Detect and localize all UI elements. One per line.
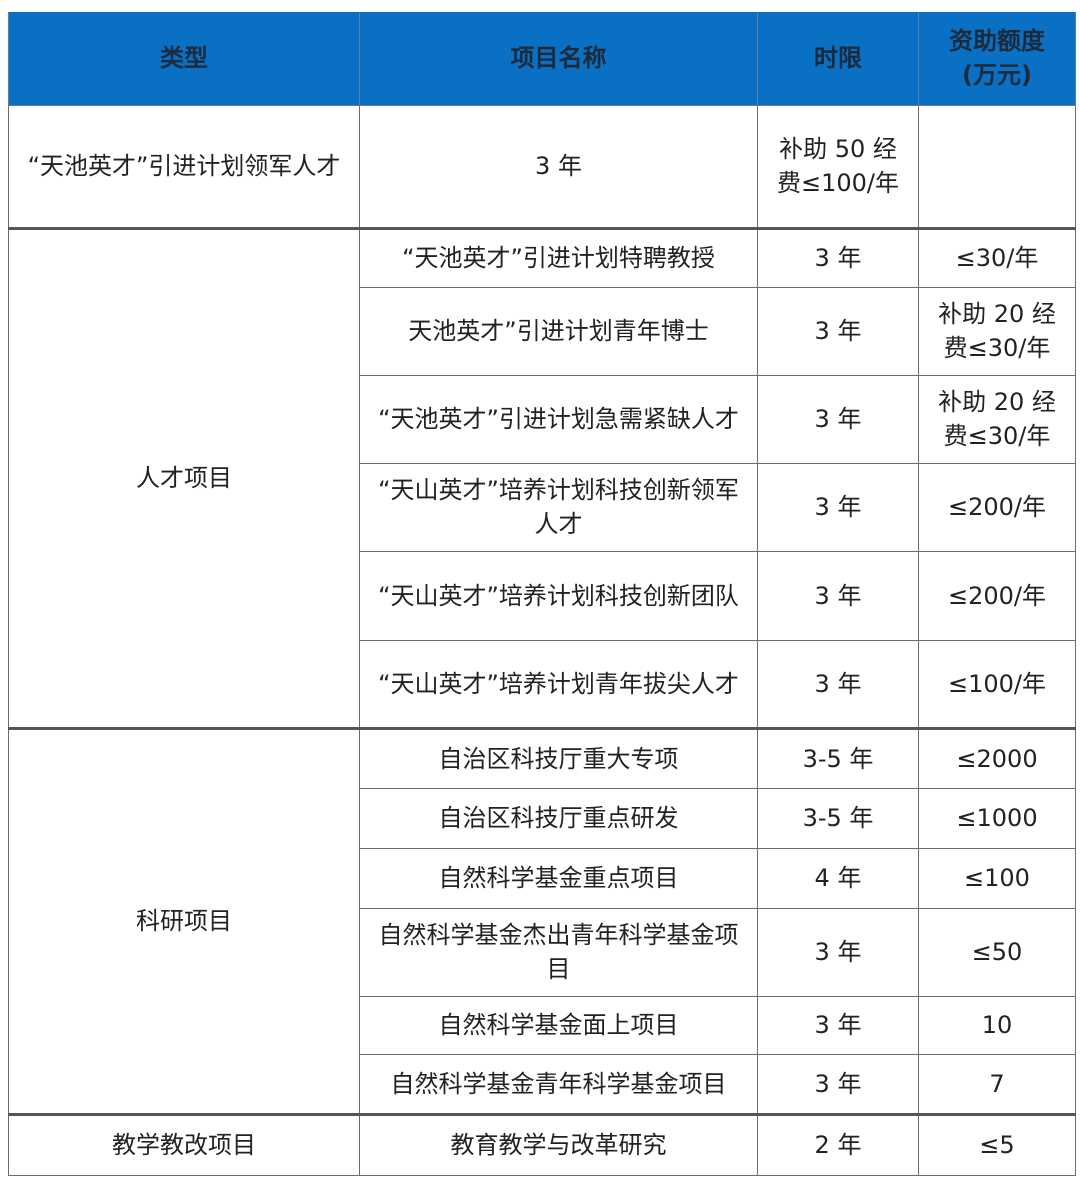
- table-row: “天池英才”引进计划急需紧缺人才 3 年补助 20 经费≤30/年: [9, 374, 1076, 464]
- cell-period: 3 年: [757, 639, 919, 729]
- cell-name: 自然科学基金重点项目: [359, 847, 758, 909]
- cell-period: 4 年: [757, 847, 919, 909]
- header-row: 类型 项目名称 时限 资助额度 (万元): [8, 12, 1076, 106]
- cell-amount: ≤50: [918, 907, 1076, 997]
- table-row: 天池英才”引进计划青年博士 3 年补助 20 经费≤30/年: [9, 286, 1076, 376]
- cell-name: 自然科学基金杰出青年科学基金项目: [359, 907, 758, 997]
- cell-period: 3-5 年: [757, 787, 919, 849]
- cell-amount: 补助 20 经费≤30/年: [918, 374, 1076, 464]
- cell-period: 3 年: [757, 226, 919, 288]
- cell-name: 3 年: [359, 104, 758, 229]
- cell-amount: ≤30/年: [918, 226, 1076, 288]
- cell-amount: 10: [918, 995, 1076, 1055]
- cell-amount: ≤5: [918, 1112, 1076, 1176]
- cell-period: 3 年: [757, 286, 919, 376]
- cell-type: “天池英才”引进计划领军人才: [8, 104, 360, 229]
- cell-name: “天山英才”培养计划青年拔尖人才: [359, 639, 758, 729]
- cell-type: 科研项目: [8, 726, 360, 1115]
- cell-amount: ≤1000: [918, 787, 1076, 849]
- cell-period: 3 年: [757, 907, 919, 997]
- header-period: 时限: [757, 12, 919, 106]
- cell-amount: 7: [918, 1053, 1076, 1115]
- cell-name: 自然科学基金青年科学基金项目: [359, 1053, 758, 1115]
- cell-name: “天池英才”引进计划特聘教授: [359, 226, 758, 288]
- cell-name: 自然科学基金面上项目: [359, 995, 758, 1055]
- cell-amount: ≤2000: [918, 726, 1076, 789]
- cell-name: “天池英才”引进计划急需紧缺人才: [359, 374, 758, 464]
- table-row: “天山英才”培养计划科技创新领军人才 3 年 ≤200/年: [9, 462, 1076, 552]
- cell-name: 教育教学与改革研究: [359, 1112, 758, 1176]
- cell-period: 3 年: [757, 462, 919, 552]
- cell-amount: ≤100: [918, 847, 1076, 909]
- header-name: 项目名称: [359, 12, 758, 106]
- cell-period: 3 年: [757, 1053, 919, 1115]
- cell-period: 2 年: [757, 1112, 919, 1176]
- cell-name: 自治区科技厅重点研发: [359, 787, 758, 849]
- cell-amount: ≤200/年: [918, 462, 1076, 552]
- header-type: 类型: [8, 12, 360, 106]
- cell-period: 补助 50 经费≤100/年: [757, 104, 919, 229]
- table-row: 自然科学基金重点项目 4 年 ≤100: [9, 847, 1076, 909]
- cell-type: 教学教改项目: [8, 1112, 360, 1176]
- header-amount: 资助额度 (万元): [918, 12, 1076, 106]
- table-row: 自然科学基金面上项目 3 年 10: [9, 995, 1076, 1055]
- cell-period: 3 年: [757, 550, 919, 641]
- cell-period: 3 年: [757, 995, 919, 1055]
- cell-name: 天池英才”引进计划青年博士: [359, 286, 758, 376]
- cell-type: 人才项目: [8, 226, 360, 729]
- cell-amount: ≤200/年: [918, 550, 1076, 641]
- table-row: 科研项目 自治区科技厅重大专项 3-5 年 ≤2000: [8, 726, 1076, 1115]
- table-row: 自然科学基金杰出青年科学基金项目 3 年 ≤50: [9, 907, 1076, 997]
- cell-amount: ≤100/年: [918, 639, 1076, 729]
- cell-name: “天山英才”培养计划科技创新领军人才: [359, 462, 758, 552]
- funding-table: 类型 项目名称 时限 资助额度 (万元) “天池英才”引进计划领军人才 3 年补助…: [8, 12, 1076, 1176]
- table-row: 自治区科技厅重点研发 3-5 年 ≤1000: [9, 787, 1076, 849]
- cell-period: 3 年: [757, 374, 919, 464]
- cell-amount: 补助 20 经费≤30/年: [918, 286, 1076, 376]
- cell-period: 3-5 年: [757, 726, 919, 789]
- cell-amount: [918, 104, 1076, 229]
- table-row: “天山英才”培养计划青年拔尖人才 3 年 ≤100/年: [9, 639, 1076, 729]
- table-row: “天池英才”引进计划领军人才 3 年补助 50 经费≤100/年: [8, 104, 1076, 229]
- cell-name: “天山英才”培养计划科技创新团队: [359, 550, 758, 641]
- cell-name: 自治区科技厅重大专项: [359, 726, 758, 789]
- table-row: 人才项目 “天池英才”引进计划特聘教授 3 年 ≤30/年: [8, 226, 1076, 729]
- table-row: 教学教改项目 教育教学与改革研究 2 年 ≤5: [8, 1112, 1076, 1176]
- table-row: “天山英才”培养计划科技创新团队 3 年 ≤200/年: [9, 550, 1076, 641]
